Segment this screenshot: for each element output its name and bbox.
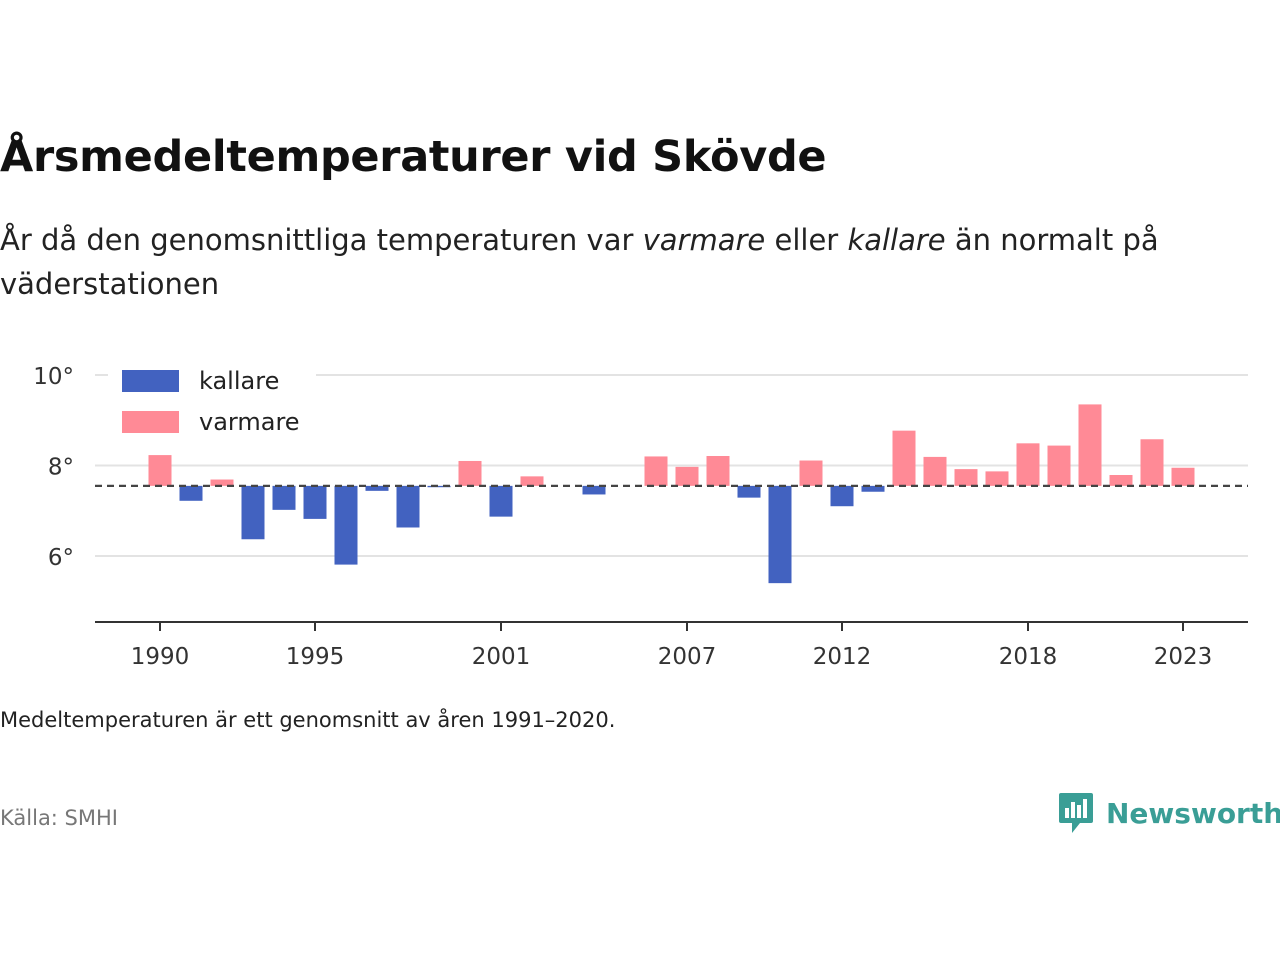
x-tick-label: 2007	[658, 644, 717, 670]
bar-1993	[241, 485, 265, 540]
bar-2022	[1140, 439, 1164, 486]
bar-2019	[1047, 445, 1071, 486]
bar-1992	[210, 479, 234, 486]
bar-1997	[365, 485, 389, 491]
x-tick-label: 2018	[999, 644, 1058, 670]
subtitle-text-middle: eller	[765, 223, 848, 257]
chart-title: Årsmedeltemperaturer vid Skövde	[0, 132, 827, 182]
bar-2002	[520, 476, 544, 486]
newsworthy-logo-icon	[1059, 793, 1093, 833]
bar-2021	[1109, 475, 1133, 486]
chart-legend: kallare varmare	[108, 362, 316, 442]
subtitle-text-end: än normalt på väderstationen	[0, 223, 1159, 301]
bar-2012	[830, 485, 854, 507]
bar-2009	[737, 485, 761, 498]
bar-2010	[768, 485, 792, 584]
x-tick-label: 2001	[472, 644, 531, 670]
bar-2015	[923, 456, 947, 486]
chart-axes: 6° 8° 10° 1990 1995 2001 2007 2012 2018 2023	[33, 364, 1248, 670]
bar-2013	[861, 485, 885, 492]
legend-label-varmare: varmare	[199, 408, 300, 436]
brand-name: Newsworthy	[1106, 796, 1280, 830]
x-tick-label: 2023	[1154, 644, 1213, 670]
bar-1996	[334, 485, 358, 565]
chart-bars	[148, 404, 1195, 584]
bar-2006	[644, 456, 668, 486]
bar-2008	[706, 455, 730, 486]
bar-2020	[1078, 404, 1102, 486]
footnote: Medeltemperaturen är ett genomsnitt av å…	[0, 708, 616, 732]
brand-logo: Newsworthy	[1058, 790, 1280, 836]
bar-1991	[179, 485, 203, 501]
bar-2011	[799, 460, 823, 486]
legend-swatch-varmare	[122, 411, 179, 433]
bar-2016	[954, 469, 978, 486]
bar-1999	[427, 485, 451, 488]
x-tick-label: 1990	[131, 644, 190, 670]
chart-subtitle: År då den genomsnittliga temperaturen va…	[0, 218, 1270, 306]
bar-2023	[1171, 467, 1195, 486]
y-tick-label: 6°	[48, 545, 74, 571]
subtitle-emphasis-warmer: varmare	[642, 223, 766, 257]
bar-2017	[985, 471, 1009, 486]
bar-1995	[303, 485, 327, 519]
bar-1998	[396, 485, 420, 528]
subtitle-text-start: År då den genomsnittliga temperaturen va…	[0, 223, 643, 257]
bar-1994	[272, 485, 296, 510]
x-tick-label: 1995	[286, 644, 345, 670]
bar-2007	[675, 466, 699, 486]
legend-swatch-kallare	[122, 370, 179, 392]
bar-2004	[582, 485, 606, 495]
bar-2014	[892, 430, 916, 486]
bar-2001	[489, 485, 513, 517]
bar-1990	[148, 455, 172, 486]
y-tick-label: 8°	[48, 455, 74, 481]
x-tick-label: 2012	[813, 644, 872, 670]
source-credit: Källa: SMHI	[0, 806, 118, 830]
bar-2018	[1016, 443, 1040, 486]
bar-2000	[458, 460, 482, 486]
subtitle-emphasis-colder: kallare	[847, 223, 946, 257]
y-tick-label: 10°	[33, 364, 74, 390]
temperature-bar-chart: 6° 8° 10° 1990 1995 2001 2007 2012 2018 2023 kall…	[33, 362, 1248, 670]
legend-label-kallare: kallare	[199, 367, 279, 395]
